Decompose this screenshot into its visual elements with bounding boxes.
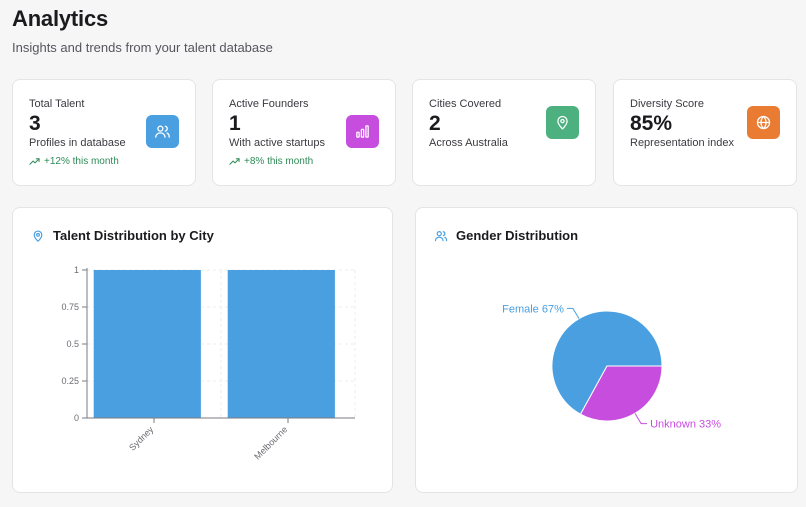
city-distribution-panel: Talent Distribution by City 0 0.25 0.5 0.75… (12, 207, 393, 493)
bar-sydney (93, 270, 201, 418)
page-subtitle: Insights and trends from your talent dat… (12, 40, 273, 55)
gender-distribution-panel: Gender Distribution Female 67% Unknown 33… (415, 207, 798, 493)
stat-value: 2 (429, 112, 441, 135)
stat-value: 1 (229, 112, 241, 135)
bar-chart-icon (346, 115, 379, 148)
x-tick-label: Melbourne (252, 424, 289, 461)
city-bar-chart: 0 0.25 0.5 0.75 1 Sydney Melbourne (61, 265, 356, 461)
stat-card-diversity-score: Diversity Score 85% Representation index (613, 79, 797, 186)
stat-trend-label: +8% this month (244, 156, 314, 167)
y-tick-label: 0.5 (66, 339, 79, 349)
y-tick-label: 0.75 (61, 302, 79, 312)
bar-melbourne (227, 270, 335, 418)
map-pin-icon (546, 106, 579, 139)
pie-label-line (634, 413, 648, 425)
pie-slice-unknown (579, 365, 663, 422)
stat-label: Total Talent (29, 98, 85, 110)
stat-label: Active Founders (229, 98, 309, 110)
trending-up-icon (29, 158, 40, 165)
pie-label: Female 67% (502, 303, 564, 315)
stat-sub: With active startups (229, 137, 325, 149)
stat-trend: +8% this month (229, 156, 313, 167)
pie-label: Unknown 33% (650, 419, 721, 431)
stat-card-active-founders: Active Founders 1 With active startups +… (212, 79, 396, 186)
stat-sub: Across Australia (429, 137, 508, 149)
panel-title: Talent Distribution by City (31, 228, 214, 243)
stat-card-total-talent: Total Talent 3 Profiles in database +12%… (12, 79, 196, 186)
panel-title-label: Gender Distribution (456, 228, 579, 243)
y-tick-label: 0.25 (61, 376, 79, 386)
stat-label: Diversity Score (630, 98, 704, 110)
stat-sub: Representation index (630, 137, 734, 149)
y-tick-label: 0 (74, 413, 79, 423)
panel-title-label: Talent Distribution by City (53, 228, 214, 243)
x-tick-label: Sydney (127, 424, 156, 453)
users-icon (434, 230, 448, 241)
stat-value: 85% (630, 112, 673, 135)
map-pin-icon (33, 229, 43, 242)
users-icon (146, 115, 179, 148)
stat-label: Cities Covered (429, 98, 502, 110)
globe-icon (747, 106, 780, 139)
stat-trend-label: +12% this month (44, 156, 119, 167)
stat-sub: Profiles in database (29, 137, 126, 149)
stat-trend: +12% this month (29, 156, 119, 167)
pie-label-line (566, 307, 580, 319)
panel-title: Gender Distribution (434, 228, 578, 243)
trending-up-icon (229, 158, 240, 165)
page-title: Analytics (12, 6, 109, 31)
gender-pie-chart: Female 67% Unknown 33% (502, 303, 721, 431)
stat-card-cities-covered: Cities Covered 2 Across Australia (412, 79, 596, 186)
y-tick-label: 1 (74, 265, 79, 275)
stat-value: 3 (29, 112, 41, 135)
